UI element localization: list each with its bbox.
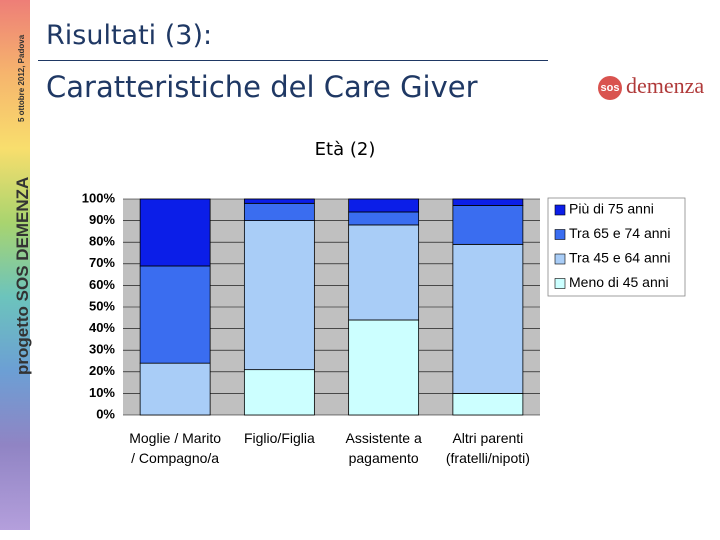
x-tick-label: Moglie / Marito / Compagno/a	[129, 430, 222, 466]
date-label: 5 ottobre 2012, Padova	[17, 34, 26, 122]
y-tick-label: 50%	[89, 298, 115, 313]
bar-segment	[348, 211, 420, 226]
bar-segment	[139, 198, 211, 267]
y-tick-label: 40%	[89, 320, 115, 335]
legend-label: Tra 45 e 64 anni	[569, 250, 670, 266]
bar-segment	[243, 369, 315, 416]
bar-segment	[452, 243, 524, 394]
bar-segment	[139, 265, 211, 364]
slide-subtitle: Caratteristiche del Care Giver	[46, 70, 478, 104]
bar-segment	[452, 205, 524, 245]
legend-label: Più di 75 anni	[569, 201, 654, 217]
chart-title: Età (2)	[315, 139, 376, 160]
bar-segment	[243, 220, 315, 371]
legend-swatch	[554, 253, 566, 265]
y-tick-label: 80%	[89, 234, 115, 249]
y-tick-label: 20%	[89, 363, 115, 378]
x-tick-label: Assistente a pagamento	[345, 430, 422, 466]
legend-label: Meno di 45 anni	[569, 274, 669, 290]
logo-name: demenza	[626, 73, 704, 98]
decorative-strip	[0, 0, 30, 530]
bar-segment	[139, 362, 211, 416]
y-tick-label: 100%	[82, 190, 116, 205]
legend-label: Tra 65 e 74 anni	[569, 225, 670, 241]
legend-box	[547, 197, 686, 297]
title-rule	[38, 60, 548, 61]
project-label: progetto SOS DEMENZA	[13, 177, 32, 375]
bar-segment	[243, 202, 315, 222]
legend-swatch	[554, 204, 566, 216]
y-tick-label: 0%	[96, 406, 115, 421]
legend-swatch	[554, 278, 566, 289]
x-tick-label: Altri parenti (fratelli/nipoti)	[445, 430, 530, 466]
bar-segment	[243, 198, 315, 204]
y-tick-label: 90%	[89, 212, 115, 227]
x-tick-label: Figlio/Figlia	[243, 430, 315, 446]
bar-segment	[348, 319, 420, 416]
y-tick-label: 10%	[89, 385, 115, 400]
logo-mark: sos	[601, 82, 620, 94]
bar-segment	[452, 198, 524, 206]
slide-title: Risultati (3):	[46, 20, 213, 51]
y-tick-label: 60%	[89, 277, 115, 292]
y-tick-label: 70%	[89, 255, 115, 270]
bar-segment	[348, 224, 420, 321]
legend-swatch	[554, 229, 566, 240]
bar-segment	[452, 392, 524, 416]
logo-mark-bg	[598, 76, 622, 100]
bar-segment	[348, 198, 420, 213]
y-tick-label: 30%	[89, 342, 115, 357]
